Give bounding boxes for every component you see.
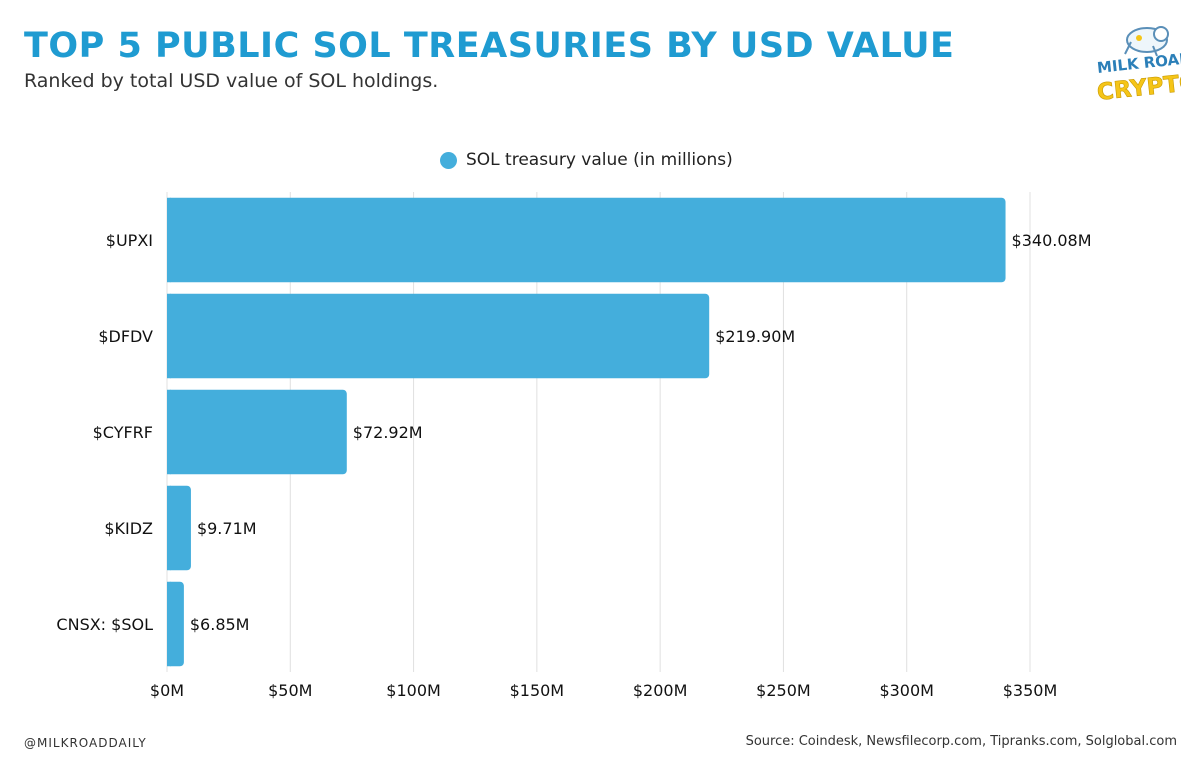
- bar: [167, 197, 1006, 283]
- value-label: $9.71M: [197, 519, 257, 538]
- x-tick-label: $200M: [633, 681, 688, 700]
- cow-mascot-icon: [1124, 26, 1169, 57]
- x-tick-label: $100M: [386, 681, 441, 700]
- x-tick-label: $150M: [510, 681, 565, 700]
- legend-marker: [440, 151, 457, 169]
- x-tick-label: $300M: [879, 681, 934, 700]
- bar-left-edge: [167, 485, 171, 571]
- footer-source: Source: Coindesk, Newsfilecorp.com, Tipr…: [745, 734, 1177, 749]
- value-label: $72.92M: [353, 423, 423, 442]
- x-tick-label: $50M: [268, 681, 312, 700]
- bar-left-edge: [167, 581, 171, 667]
- category-label: CNSX: $SOL: [56, 615, 153, 634]
- x-tick-label: $350M: [1003, 681, 1058, 700]
- bar: [167, 389, 347, 475]
- x-tick-label: $250M: [756, 681, 811, 700]
- value-label: $340.08M: [1012, 231, 1092, 250]
- legend-label: SOL treasury value (in millions): [466, 150, 733, 170]
- value-label: $219.90M: [715, 327, 795, 346]
- chart-subtitle: Ranked by total USD value of SOL holding…: [24, 70, 439, 92]
- chart-legend: SOL treasury value (in millions): [440, 150, 733, 170]
- bar-left-edge: [167, 197, 171, 283]
- value-label: $6.85M: [190, 615, 250, 634]
- bar: [167, 485, 191, 571]
- bar: [167, 293, 710, 379]
- bar: [167, 581, 184, 667]
- bar-left-edge: [167, 389, 171, 475]
- chart-title: TOP 5 PUBLIC SOL TREASURIES BY USD VALUE: [24, 26, 955, 66]
- footer-handle: @MILKROADDAILY: [24, 736, 147, 750]
- category-label: $KIDZ: [104, 519, 153, 538]
- category-label: $DFDV: [98, 327, 153, 346]
- category-label: $UPXI: [106, 231, 153, 250]
- milk-road-crypto-logo: MILK ROAD CRYPTO: [1095, 26, 1181, 102]
- category-label: $CYFRF: [93, 423, 153, 442]
- bar-left-edge: [167, 293, 171, 379]
- x-tick-label: $0M: [150, 681, 184, 700]
